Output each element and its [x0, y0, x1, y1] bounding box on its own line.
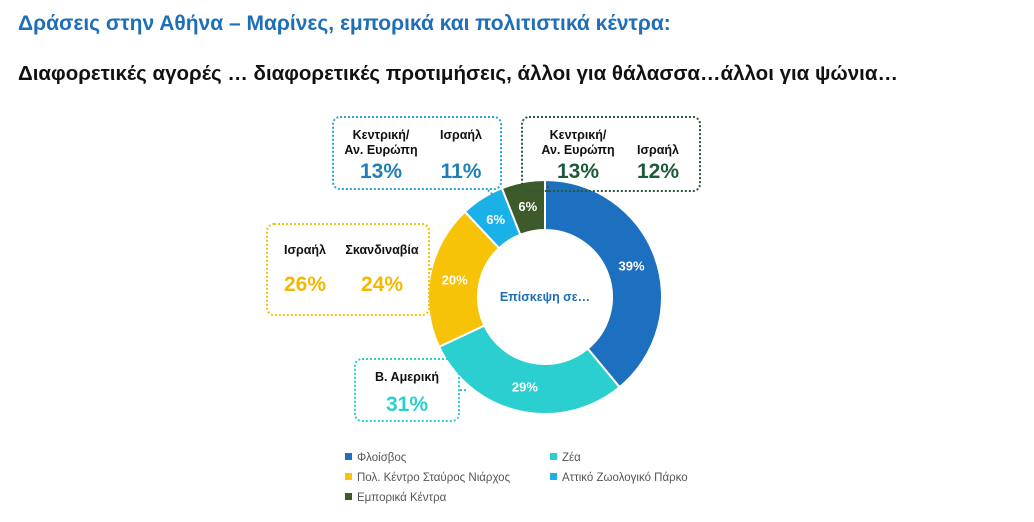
callout-box-shopping-centers: Κεντρική/Αν. Ευρώπη 13% Ισραήλ 12% [521, 116, 701, 192]
slice-value-label: 6% [518, 199, 537, 214]
legend-swatch [345, 473, 352, 480]
legend-label: Αττικό Ζωολογικό Πάρκο [562, 472, 688, 484]
callout-label: Κεντρική/Αν. Ευρώπη [344, 128, 418, 157]
callout-label: Ισραήλ [636, 143, 680, 157]
callout-value: 11% [440, 160, 482, 183]
callout-value: 31% [385, 393, 429, 416]
callout-label: Σκανδιναβία [345, 243, 419, 257]
callout-label: Β. Αμερική [375, 370, 439, 384]
donut-center-label: Επίσκεψη σε… [500, 290, 590, 304]
page-title: Δράσεις στην Αθήνα – Μαρίνες, εμπορικά κ… [18, 12, 671, 35]
callout-value: 13% [359, 160, 403, 183]
page-subtitle: Διαφορετικές αγορές … διαφορετικές προτι… [18, 62, 898, 85]
legend-item: Αττικό Ζωολογικό Πάρκο [550, 472, 688, 484]
callout-value: 13% [556, 160, 600, 183]
legend-item: Ζέα [550, 452, 581, 464]
donut-slice-zea [437, 324, 621, 415]
callout-box-zea: Β. Αμερική 31% [354, 358, 460, 422]
callout-box-floisvos: Κεντρική/Αν. Ευρώπη 13% Ισραήλ 11% [332, 116, 502, 190]
donut-slice-shopping-centers [500, 178, 546, 237]
callout-value: 24% [360, 273, 404, 296]
legend-swatch [345, 493, 352, 500]
legend-item: Φλοίσβος [345, 452, 406, 464]
legend-item: Εμπορικά Κέντρα [345, 492, 446, 504]
slice-value-label: 29% [512, 379, 538, 394]
legend-label: Ζέα [562, 452, 581, 464]
callout-label: Ισραήλ [283, 243, 327, 257]
legend-label: Εμπορικά Κέντρα [357, 492, 447, 504]
legend-label: Πολ. Κέντρο Σταύρος Νιάρχος [357, 472, 511, 484]
callout-value: 26% [283, 273, 327, 296]
slice-value-label: 39% [619, 258, 645, 273]
chart-legend: Φλοίσβος Ζέα Πολ. Κέντρο Σταύρος Νιάρχος… [345, 452, 725, 516]
donut-slice-floisvos [544, 178, 663, 389]
callout-label: Κεντρική/Αν. Ευρώπη [541, 128, 615, 157]
slice-value-label: 20% [442, 272, 468, 287]
callout-value: 12% [636, 160, 680, 183]
callout-box-snfcc: Ισραήλ 26% Σκανδιναβία 24% [266, 223, 430, 316]
legend-item: Πολ. Κέντρο Σταύρος Νιάρχος [345, 472, 510, 484]
callout-label: Ισραήλ [439, 128, 483, 142]
legend-swatch [345, 453, 352, 460]
legend-swatch [550, 473, 557, 480]
legend-label: Φλοίσβος [357, 452, 407, 464]
slice-value-label: 6% [486, 212, 505, 227]
legend-swatch [550, 453, 557, 460]
